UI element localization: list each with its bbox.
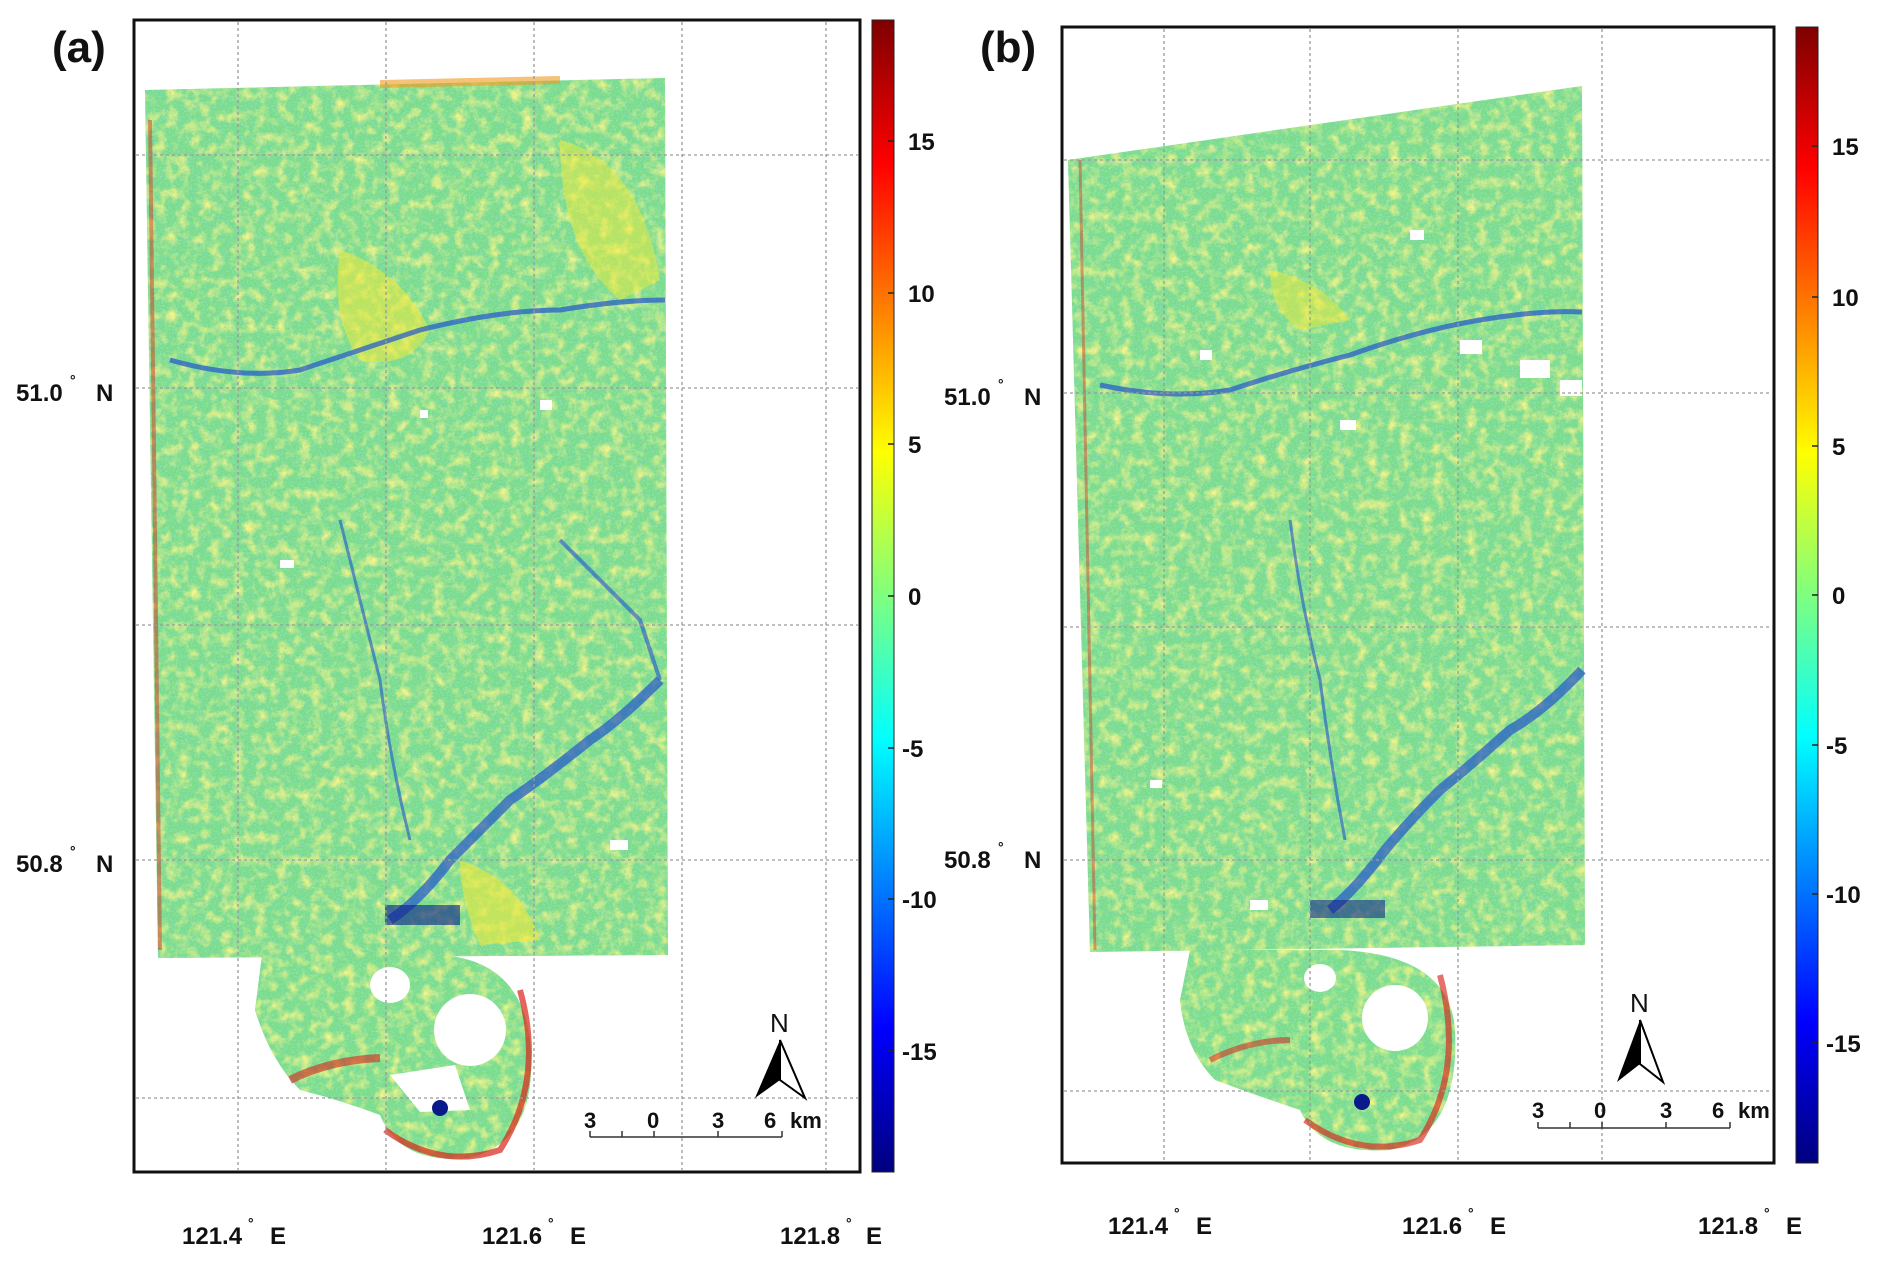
- lon-label-b-0: 121.4 ° E: [1108, 1205, 1212, 1240]
- svg-text:121.8: 121.8: [780, 1223, 840, 1250]
- scale-unit: km: [790, 1108, 822, 1133]
- svg-text:50.8: 50.8: [944, 847, 991, 874]
- colorbar-tick: 10: [1832, 285, 1859, 312]
- north-arrow-b: N: [1617, 988, 1666, 1085]
- svg-text:N: N: [1630, 988, 1649, 1018]
- lon-label-a-2: 121.8 ° E: [780, 1215, 882, 1250]
- svg-text:N: N: [96, 851, 113, 878]
- svg-text:°: °: [70, 372, 76, 388]
- scale-label: 0: [647, 1108, 659, 1133]
- svg-text:121.6: 121.6: [1402, 1213, 1462, 1240]
- svg-text:°: °: [846, 1215, 852, 1231]
- svg-text:°: °: [998, 839, 1004, 855]
- svg-text:121.4: 121.4: [1108, 1213, 1169, 1240]
- colorbar-tick: -10: [902, 887, 937, 914]
- colorbar-tick: -5: [902, 736, 923, 763]
- colorbar-b: 15 10 5 0 -5 -10 -15: [1795, 26, 1861, 1164]
- colorbar-tick: -15: [1826, 1031, 1861, 1058]
- lat-label-a-1: 50.8 ° N: [16, 843, 113, 878]
- svg-text:°: °: [1468, 1205, 1474, 1221]
- colorbar-a: 15 10 5 0 -5 -10 -15: [871, 19, 937, 1173]
- graticule-a: [136, 22, 858, 1170]
- colorbar-tick: 10: [908, 281, 935, 308]
- svg-text:E: E: [1490, 1213, 1506, 1240]
- lat-label-a-0: 51.0 ° N: [16, 372, 113, 407]
- scale-label: 3: [584, 1108, 596, 1133]
- colorbar-tick: 15: [1832, 134, 1859, 161]
- svg-text:E: E: [1786, 1213, 1802, 1240]
- graticule-b: [1064, 29, 1772, 1161]
- svg-text:°: °: [1764, 1205, 1770, 1221]
- svg-text:°: °: [1174, 1205, 1180, 1221]
- lon-label-b-2: 121.8 ° E: [1698, 1205, 1802, 1240]
- panel-b: (b): [944, 23, 1861, 1240]
- scale-bar-a: 3 0 3 6 km: [584, 1108, 822, 1138]
- colorbar-tick: -5: [1826, 733, 1847, 760]
- scale-label: 3: [1532, 1098, 1544, 1123]
- colorbar-tick: 5: [908, 432, 921, 459]
- svg-text:121.8: 121.8: [1698, 1213, 1758, 1240]
- svg-text:N: N: [1024, 847, 1041, 874]
- colorbar-tick: 0: [1832, 583, 1845, 610]
- svg-text:E: E: [1196, 1213, 1212, 1240]
- svg-text:E: E: [270, 1223, 286, 1250]
- svg-text:E: E: [866, 1223, 882, 1250]
- scale-label: 0: [1594, 1098, 1606, 1123]
- insar-coverage-a: [145, 76, 668, 1160]
- scale-bar-b: 3 0 3 6 km: [1532, 1098, 1770, 1129]
- panel-label-a: (a): [52, 23, 106, 72]
- svg-text:N: N: [1024, 384, 1041, 411]
- lon-label-a-1: 121.6 ° E: [482, 1215, 586, 1250]
- scale-label: 6: [1712, 1098, 1724, 1123]
- svg-text:51.0: 51.0: [944, 384, 991, 411]
- svg-text:N: N: [96, 380, 113, 407]
- north-arrow-a: N: [755, 1008, 808, 1101]
- colorbar-tick: -10: [1826, 882, 1861, 909]
- lon-label-a-0: 121.4 ° E: [182, 1215, 286, 1250]
- lat-label-b-0: 51.0 ° N: [944, 376, 1041, 411]
- svg-text:50.8: 50.8: [16, 851, 63, 878]
- svg-text:E: E: [570, 1223, 586, 1250]
- colorbar-tick: 0: [908, 584, 921, 611]
- colorbar-tick: 15: [908, 129, 935, 156]
- panel-label-b: (b): [980, 23, 1036, 72]
- svg-text:°: °: [70, 843, 76, 859]
- lon-label-b-1: 121.6 ° E: [1402, 1205, 1506, 1240]
- scale-unit: km: [1738, 1098, 1770, 1123]
- scale-label: 3: [1660, 1098, 1672, 1123]
- svg-text:°: °: [998, 376, 1004, 392]
- svg-text:N: N: [770, 1008, 789, 1038]
- panel-a: (a): [16, 18, 937, 1250]
- colorbar-tick: -15: [902, 1039, 937, 1066]
- scale-label: 6: [764, 1108, 776, 1133]
- svg-text:121.6: 121.6: [482, 1223, 542, 1250]
- scale-label: 3: [712, 1108, 724, 1133]
- svg-text:51.0: 51.0: [16, 380, 63, 407]
- colorbar-tick: 5: [1832, 434, 1845, 461]
- lat-label-b-1: 50.8 ° N: [944, 839, 1041, 874]
- svg-text:121.4: 121.4: [182, 1223, 243, 1250]
- svg-text:°: °: [548, 1215, 554, 1231]
- svg-text:°: °: [248, 1215, 254, 1231]
- insar-coverage-b: [1068, 86, 1586, 1151]
